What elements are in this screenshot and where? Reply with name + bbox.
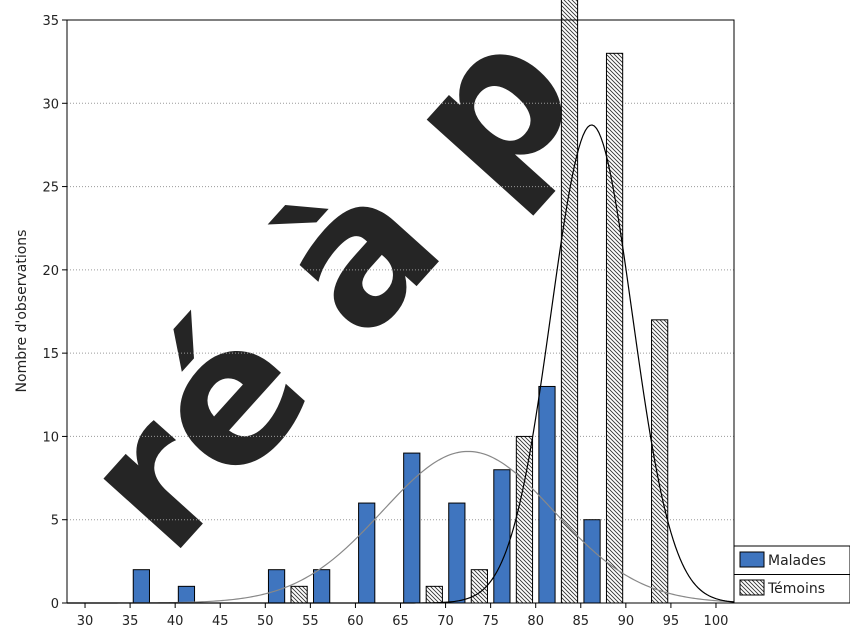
bar-temoins	[425, 585, 443, 604]
bar-malades	[538, 385, 556, 604]
x-tick-label: 60	[347, 614, 364, 629]
x-tick-label: 50	[257, 614, 274, 629]
x-tick-label: 75	[482, 614, 499, 629]
x-tick-label: 65	[392, 614, 409, 629]
x-axis: 30 35 40 45 50 55 60 65 70 75 80 85 90 95 100	[77, 603, 729, 629]
x-tick-label: 95	[663, 614, 680, 629]
bar-temoins	[515, 435, 534, 604]
bar-malades	[358, 502, 376, 604]
x-tick-label: 80	[527, 614, 544, 629]
bar-malades	[493, 469, 511, 604]
y-tick-label: 15	[42, 347, 59, 362]
bar-malades	[313, 569, 331, 604]
y-axis: 0 5 10 15 20 25 30 35	[42, 14, 67, 612]
bar-malades	[448, 502, 466, 604]
x-tick-label: 100	[704, 614, 729, 629]
legend-label-temoins: Témoins	[767, 581, 825, 597]
x-tick-label: 40	[167, 614, 184, 629]
bar-temoins	[560, 0, 579, 604]
legend-swatch-temoins	[739, 579, 765, 596]
x-tick-label: 90	[618, 614, 635, 629]
legend-label-malades: Malades	[768, 553, 826, 569]
legend: Malades Témoins	[733, 545, 850, 604]
bar-temoins	[290, 585, 308, 604]
x-tick-label: 85	[572, 614, 589, 629]
y-tick-label: 5	[51, 514, 59, 529]
bar-temoins	[651, 319, 669, 604]
bars	[132, 0, 669, 604]
bar-temoins	[605, 52, 624, 604]
y-tick-label: 10	[42, 430, 59, 445]
bar-malades	[583, 519, 601, 604]
y-tick-label: 20	[42, 264, 59, 279]
x-tick-label: 70	[437, 614, 454, 629]
bar-malades	[132, 569, 150, 604]
x-tick-label: 35	[122, 614, 139, 629]
bar-malades	[267, 569, 286, 604]
y-tick-label: 30	[42, 97, 59, 112]
bar-temoins	[470, 569, 488, 604]
x-tick-label: 30	[77, 614, 94, 629]
legend-swatch-malades	[739, 551, 765, 568]
bar-malades	[177, 585, 196, 604]
x-tick-label: 45	[212, 614, 229, 629]
x-tick-label: 55	[302, 614, 319, 629]
y-tick-label: 35	[42, 14, 59, 29]
y-tick-label: 0	[51, 597, 59, 612]
y-tick-label: 25	[42, 181, 59, 196]
y-axis-label: Nombre d'observations	[14, 230, 30, 393]
